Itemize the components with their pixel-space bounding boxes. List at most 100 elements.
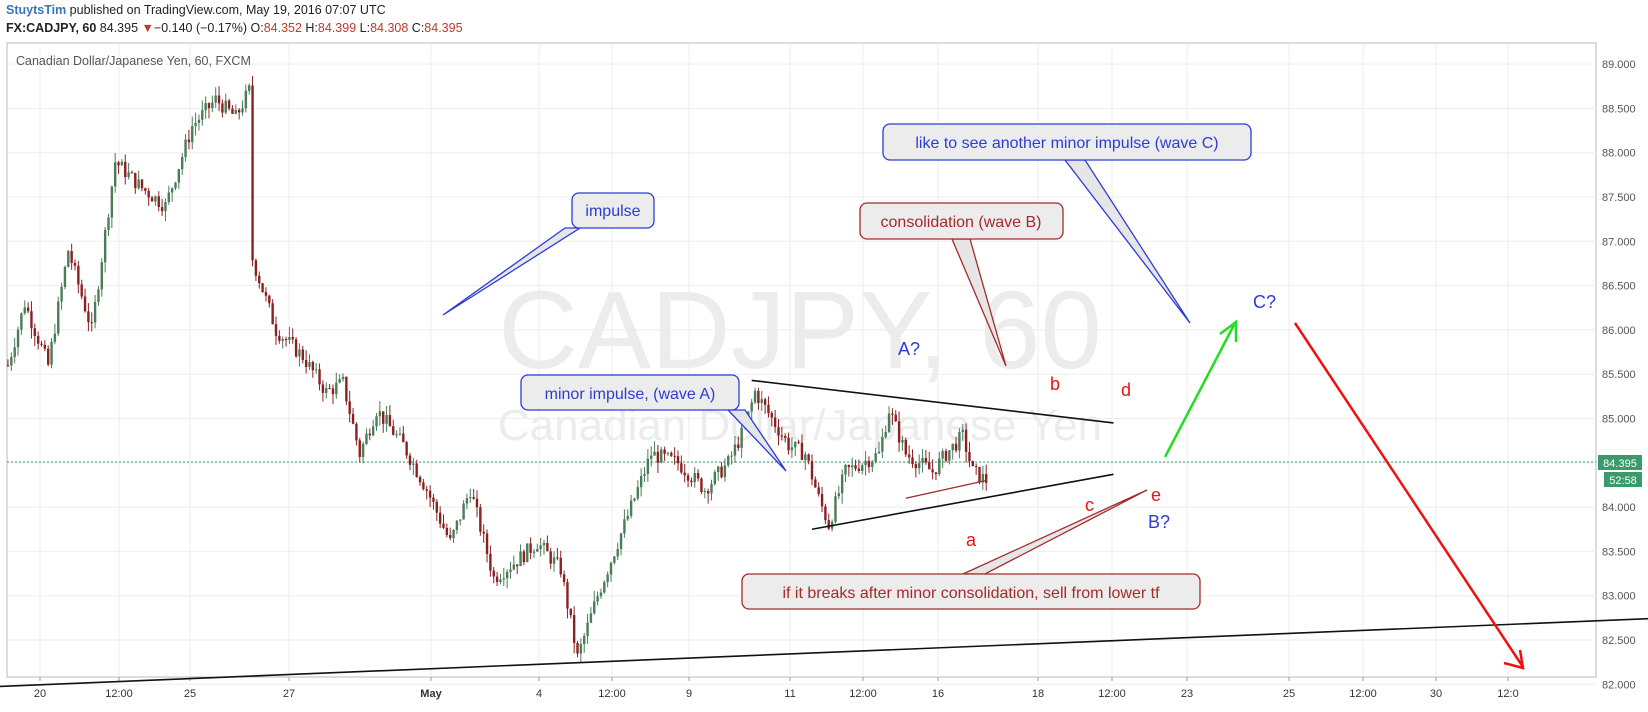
symbol-name[interactable]: FX:CADJPY, 60 — [6, 21, 97, 35]
candle-body — [388, 415, 392, 427]
candle-body — [546, 542, 549, 552]
candle-body — [556, 557, 559, 559]
y-tick-label: 84.000 — [1602, 502, 1636, 514]
candle-body — [361, 443, 365, 457]
candle-body — [981, 473, 985, 483]
candle-body — [814, 479, 817, 488]
y-tick-label: 88.500 — [1602, 103, 1636, 115]
candle-body — [505, 571, 509, 579]
x-tick-label: 25 — [1283, 688, 1295, 700]
triangle-lower-line[interactable] — [811, 473, 1114, 531]
candle-body — [449, 535, 452, 539]
y-tick-label: 82.500 — [1602, 635, 1636, 647]
x-tick-label: 25 — [184, 688, 196, 700]
candle-body — [676, 456, 680, 464]
candle-body — [737, 444, 740, 448]
red-arrow[interactable] — [1293, 322, 1525, 670]
author-link[interactable]: StuytsTim — [6, 3, 67, 17]
callout-sell[interactable]: if it breaks after minor consolidation, … — [741, 489, 1201, 610]
candle-body — [857, 468, 861, 471]
candle-body — [16, 329, 20, 348]
candle-body — [918, 463, 921, 469]
candle-body — [348, 401, 351, 414]
y-tick-label: 87.500 — [1602, 192, 1636, 204]
candle-body — [325, 388, 328, 393]
candle-body — [569, 608, 572, 616]
candle-body — [80, 284, 83, 297]
candle-body — [311, 361, 315, 371]
x-tick-label: 12:00 — [849, 688, 877, 700]
y-tick-label: 85.500 — [1602, 369, 1636, 381]
candle-body — [455, 520, 459, 531]
candle-body — [921, 458, 924, 464]
candle-body — [254, 260, 258, 276]
candle-body — [485, 533, 489, 555]
candle-body — [33, 328, 36, 336]
support-trendline[interactable] — [0, 609, 1648, 691]
candle-body — [767, 404, 770, 414]
candle-body — [914, 464, 918, 469]
candle-body — [445, 527, 449, 536]
wave-labels: A? b d a c e B? C? — [898, 292, 1276, 550]
candle-body — [70, 250, 73, 263]
candle-body — [794, 441, 797, 448]
triangle-upper-line[interactable] — [751, 379, 1114, 424]
candle-body — [479, 507, 482, 532]
y-tick-label: 86.500 — [1602, 281, 1636, 293]
candle-body — [907, 454, 911, 458]
candle-body — [382, 411, 385, 424]
candle-body — [368, 433, 371, 436]
candle-body — [616, 549, 619, 557]
trendlines[interactable] — [0, 379, 1648, 691]
callout-consolidation[interactable]: consolidation (wave B) — [859, 202, 1064, 367]
candle-body — [268, 295, 271, 304]
wave-e-line[interactable] — [905, 479, 987, 499]
candle-body — [623, 519, 626, 534]
candle-body — [36, 335, 40, 344]
time-axis[interactable]: 20 12:00 25 27 May 4 12:00 9 11 12:00 16 18 12:00 23 2… — [34, 677, 1519, 700]
wave-label-c-minor: c — [1085, 495, 1094, 515]
candle-body — [57, 301, 60, 334]
candle-body — [683, 472, 686, 476]
candle-body — [733, 444, 737, 456]
price-axis[interactable]: 89.000 88.500 88.000 87.500 87.000 86.500 86.0… — [1602, 59, 1636, 691]
x-tick-label: 27 — [283, 688, 295, 700]
candle-body — [154, 196, 157, 202]
callout-wave-a-text: minor impulse, (wave A) — [545, 386, 716, 403]
candle-body — [948, 450, 951, 461]
candle-body — [519, 551, 522, 567]
y-tick-label: 85.000 — [1602, 414, 1636, 426]
candle-body — [700, 478, 703, 493]
candle-body — [757, 390, 760, 403]
candle-body — [298, 349, 301, 357]
candle-body — [475, 498, 479, 508]
candle-body — [864, 460, 867, 466]
candle-body — [639, 475, 643, 488]
candle-body — [626, 515, 629, 520]
candle-body — [351, 413, 355, 424]
wave-label-d-minor: d — [1121, 380, 1131, 400]
candle-body — [341, 376, 345, 380]
candle-body — [174, 182, 177, 189]
x-tick-label: 12:0 — [1497, 688, 1518, 700]
callout-impulse[interactable]: impulse — [442, 192, 655, 316]
candle-body — [134, 172, 137, 189]
candle-body — [817, 487, 820, 494]
last-price: 84.395 — [99, 21, 139, 35]
candle-body — [780, 435, 784, 437]
callout-wave-c[interactable]: like to see another minor impulse (wave … — [882, 123, 1252, 324]
candle-body — [438, 512, 442, 524]
candle-body — [147, 190, 150, 198]
low-value: 84.308 — [370, 21, 409, 35]
candle-body — [211, 102, 214, 109]
candle-body — [127, 172, 130, 178]
callout-consolidation-text: consolidation (wave B) — [881, 214, 1042, 231]
candle-body — [214, 95, 217, 103]
candle-body — [328, 388, 331, 390]
open-label: O: — [250, 21, 264, 35]
candle-body — [562, 574, 566, 583]
callout-wave-a[interactable]: minor impulse, (wave A) — [520, 374, 787, 472]
green-arrow[interactable] — [1163, 319, 1238, 458]
candle-body — [288, 337, 291, 340]
